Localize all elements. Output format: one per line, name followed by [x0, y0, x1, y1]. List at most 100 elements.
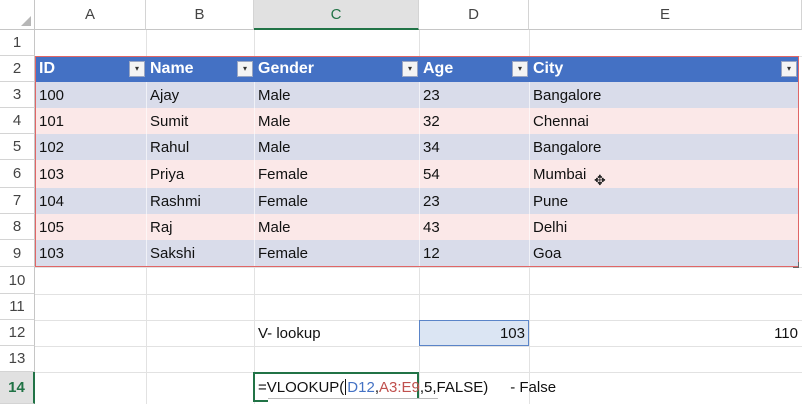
table-band [35, 82, 798, 108]
table-band [35, 134, 798, 160]
cell-b3[interactable]: Ajay [150, 86, 180, 104]
cell-d4[interactable]: 32 [423, 112, 440, 130]
formula-function: =VLOOKUP( [258, 378, 345, 396]
column-header-c[interactable]: C [254, 0, 419, 30]
table-band [35, 188, 798, 214]
cell-a3[interactable]: 100 [39, 86, 65, 104]
gridline [35, 267, 802, 268]
cell-b7[interactable]: Rashmi [150, 192, 201, 210]
row-header-9[interactable]: 9 [0, 240, 35, 267]
select-all-corner[interactable] [0, 0, 35, 30]
cell-e6[interactable]: Mumbai [533, 165, 587, 183]
column-header-d[interactable]: D [419, 0, 529, 30]
chevron-down-icon: ▾ [134, 64, 139, 73]
cell-d7[interactable]: 23 [423, 192, 440, 210]
table-header-gender[interactable]: Gender [258, 60, 315, 77]
column-header-a[interactable]: A [35, 0, 146, 30]
cell-a9[interactable]: 103 [39, 245, 65, 262]
row-header-1[interactable]: 1 [0, 30, 35, 56]
cell-e3[interactable]: Bangalore [533, 86, 602, 104]
cell-e8[interactable]: Delhi [533, 218, 568, 236]
filter-dropdown-city[interactable]: ▾ [781, 61, 797, 77]
chevron-down-icon: ▾ [786, 64, 791, 73]
table-band [35, 160, 798, 188]
select-all-triangle-icon [21, 16, 31, 26]
row-header-13[interactable]: 13 [0, 346, 35, 372]
gridline [35, 346, 802, 347]
row-header-7[interactable]: 7 [0, 188, 35, 214]
filter-dropdown-gender[interactable]: ▾ [402, 61, 418, 77]
row-header-14[interactable]: 14 [0, 372, 35, 404]
cell-d6[interactable]: 54 [423, 165, 440, 183]
filter-dropdown-age[interactable]: ▾ [512, 61, 528, 77]
cell-e7[interactable]: Pune [533, 192, 569, 210]
cell-d9[interactable]: 12 [423, 245, 440, 262]
formula-comma: , [374, 378, 379, 396]
cell-d3[interactable]: 23 [423, 86, 440, 104]
move-cursor-icon: ✥ [594, 172, 606, 188]
table-band [35, 108, 798, 134]
formula-tooltip [268, 398, 438, 405]
cell-a6[interactable]: 103 [39, 165, 65, 183]
cell-e12-result[interactable]: 110 [774, 324, 798, 342]
formula-ref-d12: D12 [347, 378, 375, 396]
cell-c5[interactable]: Male [258, 138, 291, 156]
row-header-10[interactable]: 10 [0, 267, 35, 294]
formula-note: - False [510, 378, 557, 396]
cell-c4[interactable]: Male [258, 112, 291, 130]
chevron-down-icon: ▾ [242, 64, 247, 73]
filter-dropdown-name[interactable]: ▾ [237, 61, 253, 77]
table-band [35, 240, 798, 267]
gridline [35, 320, 802, 321]
chevron-down-icon: ▾ [517, 64, 522, 73]
cell-d5[interactable]: 34 [423, 138, 440, 156]
table-gridline [419, 82, 420, 267]
column-header-e[interactable]: E [529, 0, 802, 30]
cell-a4[interactable]: 101 [39, 112, 65, 130]
cell-c3[interactable]: Male [258, 86, 291, 104]
gridline [35, 294, 802, 295]
table-header-name[interactable]: Name [150, 60, 194, 77]
table-gridline [254, 82, 255, 267]
cell-c7[interactable]: Female [258, 192, 309, 210]
table-header-id[interactable]: ID [39, 60, 55, 77]
row-header-3[interactable]: 3 [0, 82, 35, 108]
cell-c9[interactable]: Female [258, 245, 309, 262]
row-header-6[interactable]: 6 [0, 160, 35, 188]
cell-a5[interactable]: 102 [39, 138, 65, 156]
text-caret [345, 379, 347, 395]
column-header-b[interactable]: B [146, 0, 254, 30]
row-header-12[interactable]: 12 [0, 320, 35, 346]
cell-e4[interactable]: Chennai [533, 112, 589, 130]
cell-b6[interactable]: Priya [150, 165, 185, 183]
cell-c8[interactable]: Male [258, 218, 291, 236]
cell-c12-lookup-label[interactable]: V- lookup [258, 324, 321, 342]
cell-a7[interactable]: 104 [39, 192, 65, 210]
cell-b8[interactable]: Raj [150, 218, 173, 236]
row-header-2[interactable]: 2 [0, 56, 35, 82]
row-header-8[interactable]: 8 [0, 214, 35, 240]
table-band [35, 214, 798, 240]
table-header-city[interactable]: City [533, 60, 564, 77]
table-header-age[interactable]: Age [423, 60, 454, 77]
table-gridline [529, 82, 530, 267]
cell-d12-highlight[interactable] [419, 320, 529, 346]
cell-e5[interactable]: Bangalore [533, 138, 602, 156]
row-header-4[interactable]: 4 [0, 108, 35, 134]
formula-ref-range: A3:E9 [378, 378, 420, 396]
cell-a8[interactable]: 105 [39, 218, 65, 236]
chevron-down-icon: ▾ [407, 64, 412, 73]
row-header-5[interactable]: 5 [0, 134, 35, 160]
row-header-11[interactable]: 11 [0, 294, 35, 320]
cell-c6[interactable]: Female [258, 165, 309, 183]
cell-e9[interactable]: Goa [533, 245, 562, 262]
cell-b5[interactable]: Rahul [150, 138, 190, 156]
filter-dropdown-id[interactable]: ▾ [129, 61, 145, 77]
cell-d8[interactable]: 43 [423, 218, 440, 236]
cell-b9[interactable]: Sakshi [150, 245, 196, 262]
formula-text[interactable]: =VLOOKUP(D12, A3:E9,5,FALSE) - False [253, 372, 560, 402]
cell-d12-lookup-value[interactable]: 103 [499, 324, 525, 342]
table-resize-handle[interactable] [793, 262, 799, 268]
cell-b4[interactable]: Sumit [150, 112, 189, 130]
